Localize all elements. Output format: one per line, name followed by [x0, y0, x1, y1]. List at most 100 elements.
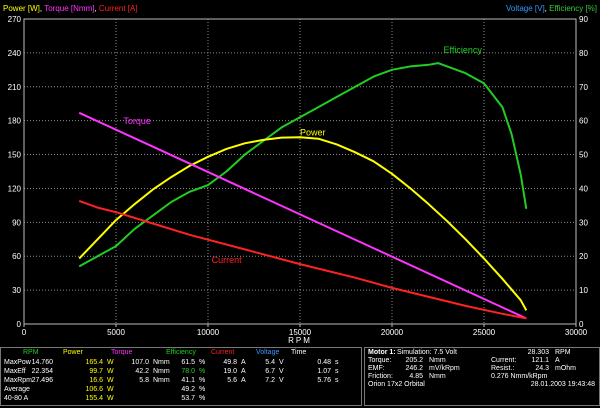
table-cell: 16.6 [89, 377, 103, 384]
table-cell: 6.7 [265, 368, 275, 375]
y-right-tick-label: 30 [579, 218, 588, 227]
friction-label: Friction: [368, 373, 393, 380]
torque-unit: Nmm [429, 357, 446, 364]
table-cell: 5.6 [227, 377, 237, 384]
x-axis-label: RPM [288, 336, 312, 345]
header-left-legend: Power [W], Torque [Nmm], Current [A] [3, 4, 138, 13]
table-cell: 1.07 [317, 368, 331, 375]
table-cell: 40-80 A [4, 395, 29, 402]
table-cell: A [241, 368, 246, 375]
table-cell: s [335, 377, 339, 384]
table-cell: 22.354 [31, 368, 53, 375]
y-left-tick-label: 0 [17, 320, 22, 329]
table-cell: 165.4 [85, 359, 103, 366]
table-cell: MaxPow [4, 359, 31, 366]
kt-value: 0.276 Nmm/kRpm [491, 373, 548, 380]
timestamp: 28.01.2003 19:43:48 [530, 381, 595, 388]
table-header-efficiency: Efficiency [166, 349, 196, 356]
table-cell: 106.6 [85, 386, 103, 393]
friction-value: 4.85 [409, 373, 423, 380]
table-cell: 78.0 [181, 368, 195, 375]
y-left-tick-label: 180 [8, 117, 22, 126]
table-cell: 0.48 [317, 359, 331, 366]
x-tick-label: 15000 [289, 328, 312, 337]
plot-frame [23, 18, 577, 325]
resist-value: 24.3 [535, 365, 549, 372]
torque-label: Torque: [368, 357, 392, 364]
table-cell: 5.8 [139, 377, 149, 384]
table-cell: 61.5 [181, 359, 195, 366]
series-line-efficiency [78, 62, 528, 268]
y-right-tick-label: 70 [579, 83, 588, 92]
y-left-tick-label: 210 [8, 83, 22, 92]
y-left-tick-label: 120 [8, 184, 22, 193]
x-tick-label: 5000 [107, 328, 125, 337]
rpm-unit: RPM [555, 349, 571, 356]
series-line-current [78, 199, 527, 320]
table-cell: Nmm [153, 359, 170, 366]
table-cell: Average [4, 386, 30, 393]
table-header-rpm: RPM [23, 349, 39, 356]
table-cell: W [107, 368, 114, 375]
emf-unit: mV/kRpm [429, 365, 460, 372]
table-cell: A [241, 377, 246, 384]
y-right-tick-label: 0 [579, 320, 584, 329]
y-right-tick-label: 20 [579, 252, 588, 261]
table-cell: 53.7 [181, 395, 195, 402]
x-tick-label: 20000 [381, 328, 404, 337]
curve-label-current: Current [212, 255, 243, 265]
emf-value: 246.2 [405, 365, 423, 372]
resist-unit: mOhm [555, 365, 576, 372]
y-left-tick-label: 270 [8, 15, 22, 24]
y-left-tick-label: 150 [8, 151, 22, 160]
y-left-tick-label: 240 [8, 49, 22, 58]
table-cell: % [199, 377, 206, 384]
table-cell: 41.1 [181, 377, 195, 384]
rpm-value: 28.303 [527, 349, 549, 356]
table-cell: 49.2 [181, 386, 195, 393]
y-right-tick-label: 60 [579, 117, 588, 126]
table-cell: 27.496 [31, 377, 53, 384]
friction-unit: Nmm [429, 373, 446, 380]
y-left-tick-label: 30 [12, 286, 21, 295]
table-cell: W [107, 386, 114, 393]
table-header-power: Power [63, 349, 83, 356]
y-right-tick-label: 50 [579, 151, 588, 160]
y-right-tick-label: 90 [579, 15, 588, 24]
table-cell: W [107, 359, 114, 366]
table-cell: Nmm [153, 368, 170, 375]
table-cell: s [335, 359, 339, 366]
x-tick-label: 25000 [473, 328, 496, 337]
current-unit: A [555, 357, 560, 364]
y-right-tick-label: 10 [579, 286, 588, 295]
curve-label-power: Power [300, 127, 326, 137]
motor-name: Orion 17x2 Orbital [368, 381, 425, 388]
table-cell: MaxRpm [4, 377, 33, 384]
table-cell: 42.2 [135, 368, 149, 375]
table-cell: V [279, 377, 284, 384]
table-cell: MaxEff [4, 368, 26, 375]
resist-label: Resist.: [491, 365, 515, 372]
table-cell: 5.76 [317, 377, 331, 384]
current-label: Current: [491, 357, 517, 364]
table-cell: % [199, 386, 206, 393]
table-cell: 7.2 [265, 377, 275, 384]
table-header-torque: Torque [111, 349, 133, 356]
series-line-torque [78, 111, 527, 320]
y-right-tick-label: 80 [579, 49, 588, 58]
table-cell: 14.760 [31, 359, 53, 366]
table-cell: W [107, 395, 114, 402]
torque-value: 205.2 [405, 357, 423, 364]
table-cell: % [199, 368, 206, 375]
y-left-tick-label: 90 [12, 218, 21, 227]
motor-label: Motor 1: [368, 349, 396, 356]
curve-label-efficiency: Efficiency [444, 45, 483, 55]
table-cell: W [107, 377, 114, 384]
table-cell: V [279, 368, 284, 375]
motor-chart: Power [W], Torque [Nmm], Current [A] Volt… [3, 4, 597, 345]
table-header-time: Time [291, 349, 307, 356]
table-cell: 155.4 [85, 395, 103, 402]
table-header-current: Current [211, 349, 235, 356]
x-tick-label: 30000 [565, 328, 588, 337]
table-cell: 107.0 [131, 359, 149, 366]
